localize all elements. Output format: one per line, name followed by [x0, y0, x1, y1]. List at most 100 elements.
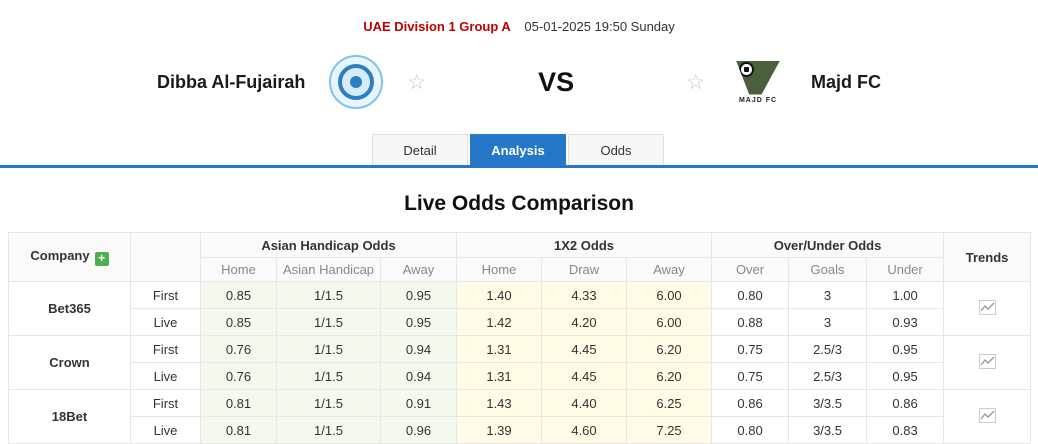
odds-value: 1.00 — [866, 281, 945, 309]
odds-value: 0.95 — [866, 335, 945, 363]
odds-value: 4.60 — [541, 416, 627, 444]
odds-value: 0.86 — [866, 389, 945, 417]
away-team-block: ☆ MAJD FC Majd FC — [686, 60, 881, 104]
odds-value: 4.20 — [541, 308, 627, 336]
odds-value: 1/1.5 — [276, 335, 381, 363]
odds-value: 3/3.5 — [788, 389, 868, 417]
odds-value: 0.95 — [380, 281, 457, 309]
row-type-label: Live — [130, 362, 201, 390]
odds-value: 6.20 — [625, 362, 713, 390]
match-header-line: UAE Division 1 Group A 05-01-2025 19:50 … — [0, 0, 1038, 34]
subheader-ou-under: Under — [866, 257, 945, 282]
live-odds-table: Company + Asian Handicap Odds 1X2 Odds Ov… — [8, 232, 1032, 444]
subheader-ah-away: Away — [380, 257, 457, 282]
odds-value: 3/3.5 — [788, 416, 868, 444]
company-name: 18Bet — [8, 389, 131, 444]
odds-value: 1.42 — [456, 308, 542, 336]
odds-value: 0.75 — [711, 362, 790, 390]
subheader-ah-handicap: Asian Handicap — [276, 257, 381, 282]
home-team-block: Dibba Al-Fujairah ☆ — [157, 55, 426, 109]
row-type-label: Live — [130, 416, 201, 444]
odds-value: 0.94 — [380, 335, 457, 363]
odds-value: 7.25 — [625, 416, 713, 444]
table-row: Live 0.76 1/1.5 0.94 1.31 4.45 6.20 0.75… — [9, 362, 1031, 390]
odds-value: 1/1.5 — [276, 308, 381, 336]
home-team-name: Dibba Al-Fujairah — [156, 71, 306, 92]
away-favorite-star-icon[interactable]: ☆ — [686, 70, 706, 94]
subheader-ou-over: Over — [711, 257, 790, 282]
odds-value: 1/1.5 — [276, 362, 381, 390]
home-team-logo — [329, 55, 384, 109]
odds-value: 2.5/3 — [788, 362, 868, 390]
odds-value: 1/1.5 — [276, 389, 381, 417]
group-header-1x2: 1X2 Odds — [455, 232, 713, 258]
odds-value: 3 — [788, 308, 868, 336]
odds-value: 0.88 — [711, 308, 790, 336]
odds-value: 0.80 — [711, 416, 790, 444]
company-name: Bet365 — [8, 281, 131, 336]
odds-value: 4.45 — [541, 362, 627, 390]
odds-value: 0.93 — [866, 308, 945, 336]
home-favorite-star-icon[interactable]: ☆ — [407, 70, 427, 94]
odds-value: 2.5/3 — [788, 335, 868, 363]
tab-detail[interactable]: Detail — [372, 134, 468, 165]
subheader-ah-home: Home — [200, 257, 277, 282]
odds-value: 0.85 — [200, 308, 277, 336]
odds-value: 0.95 — [866, 362, 945, 390]
tab-odds[interactable]: Odds — [568, 134, 664, 165]
odds-value: 0.95 — [380, 308, 457, 336]
home-logo-ring — [338, 64, 375, 100]
company-name: Crown — [8, 335, 131, 390]
odds-value: 6.00 — [625, 281, 713, 309]
home-logo-core — [350, 76, 363, 88]
row-type-header — [130, 232, 201, 282]
odds-value: 6.25 — [625, 389, 713, 417]
odds-value: 4.33 — [541, 281, 627, 309]
league-title: UAE Division 1 Group A — [363, 19, 511, 34]
odds-value: 1.31 — [456, 335, 542, 363]
odds-value: 0.94 — [380, 362, 457, 390]
trends-header: Trends — [943, 232, 1032, 282]
table-row: Crown First 0.76 1/1.5 0.94 1.31 4.45 6.… — [8, 335, 1032, 390]
table-row: Bet365 First 0.85 1/1.5 0.95 1.40 4.33 6… — [8, 281, 1032, 336]
row-type-label: Live — [130, 308, 201, 336]
trends-cell — [943, 281, 1032, 336]
row-type-label: First — [130, 281, 201, 309]
table-row: Live 0.81 1/1.5 0.96 1.39 4.60 7.25 0.80… — [9, 416, 1031, 444]
odds-value: 0.81 — [200, 389, 277, 417]
group-header-asian-handicap: Asian Handicap Odds — [200, 232, 457, 258]
trend-chart-icon[interactable] — [978, 407, 996, 423]
away-logo-shield — [736, 60, 781, 95]
odds-value: 0.76 — [200, 335, 277, 363]
odds-value: 1.40 — [456, 281, 542, 309]
tab-bar: Detail Analysis Odds — [0, 134, 1038, 168]
odds-value: 0.83 — [866, 416, 945, 444]
row-type-label: First — [130, 335, 201, 363]
odds-value: 0.96 — [380, 416, 457, 444]
table-row: Live 0.85 1/1.5 0.95 1.42 4.20 6.00 0.88… — [9, 308, 1031, 336]
match-datetime: 05-01-2025 19:50 Sunday — [524, 19, 675, 34]
subheader-ou-goals: Goals — [788, 257, 868, 282]
row-type-label: First — [130, 389, 201, 417]
tab-analysis[interactable]: Analysis — [470, 134, 566, 165]
odds-value: 4.40 — [541, 389, 627, 417]
odds-value: 1/1.5 — [276, 416, 381, 444]
group-header-row: Company + Asian Handicap Odds 1X2 Odds Ov… — [8, 232, 1032, 282]
odds-value: 1/1.5 — [276, 281, 381, 309]
company-header-label: Company — [30, 248, 90, 263]
subheader-1x2-away: Away — [625, 257, 713, 282]
trend-chart-icon[interactable] — [978, 299, 996, 315]
trend-chart-icon[interactable] — [978, 353, 996, 369]
odds-value: 1.39 — [456, 416, 542, 444]
add-company-icon[interactable]: + — [94, 252, 109, 266]
odds-value: 0.91 — [380, 389, 457, 417]
table-row: 18Bet First 0.81 1/1.5 0.91 1.43 4.40 6.… — [8, 389, 1032, 444]
match-teams-row: Dibba Al-Fujairah ☆ VS ☆ MAJD FC Majd FC — [0, 46, 1038, 118]
subheader-1x2-home: Home — [456, 257, 542, 282]
odds-value: 0.86 — [711, 389, 790, 417]
trends-cell — [943, 389, 1032, 444]
odds-value: 0.81 — [200, 416, 277, 444]
odds-value: 1.31 — [456, 362, 542, 390]
company-header: Company + — [8, 232, 131, 282]
